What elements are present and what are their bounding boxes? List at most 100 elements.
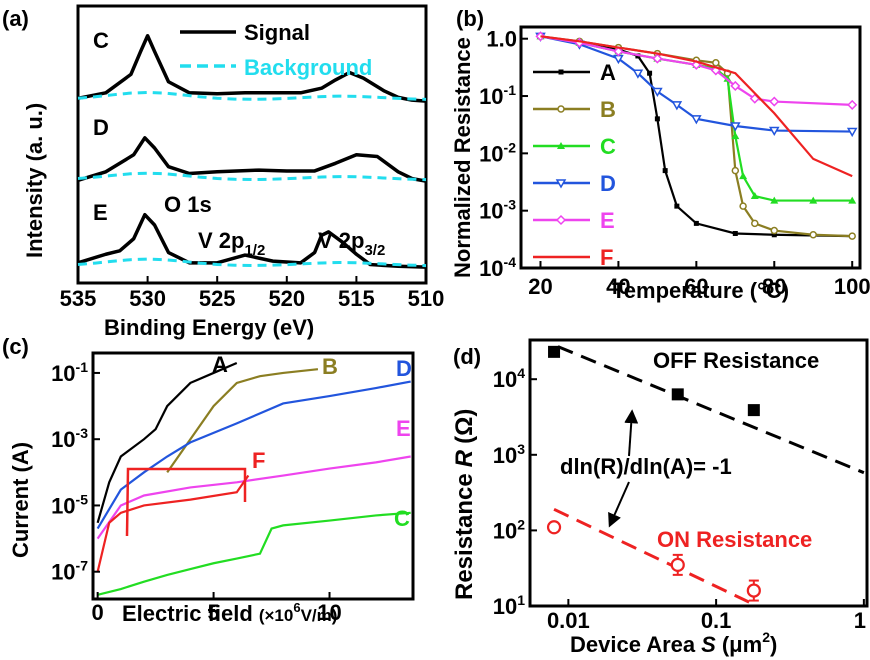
data-point [674, 203, 680, 209]
arrow-to-on-fit [608, 481, 630, 528]
data-point [555, 214, 567, 226]
data-point [739, 172, 748, 180]
curve-label-e: E [396, 416, 411, 441]
ytick-label: 102 [493, 516, 525, 543]
data-point [557, 105, 565, 113]
legend-label-b: B [600, 97, 616, 122]
series-c-curve [97, 511, 411, 596]
curve-label-c: C [93, 28, 109, 53]
panel-label-c: (c) [2, 334, 29, 359]
data-point [847, 99, 858, 110]
ytick-label: 1.0 [486, 27, 517, 52]
ytick-label: 103 [493, 441, 525, 468]
curve-label-d: D [93, 115, 109, 140]
series-e-markers [535, 31, 858, 110]
panel-c-xlabel: Electric field (×106V/m) [122, 600, 337, 626]
fit-line-off [557, 345, 865, 475]
series-c-signal [77, 34, 427, 103]
data-point [750, 192, 759, 200]
data-point [809, 231, 817, 239]
xtick-label: 40 [606, 274, 630, 299]
panel-a-ylabel: Intensity (a. u.) [22, 103, 47, 258]
xtick-label: 100 [834, 274, 870, 299]
xtick-label: 515 [338, 286, 375, 311]
series-a-line [540, 35, 853, 238]
fit-line-on [553, 507, 755, 606]
ytick-label: 10-4 [479, 254, 516, 281]
series-a-curve [96, 361, 238, 524]
series-f-loop [125, 467, 247, 537]
data-point-on [670, 557, 685, 572]
data-point [848, 232, 856, 240]
panel-d-xlabel: Device Area S (μm2) [570, 629, 777, 657]
curve-label-f: F [252, 448, 265, 473]
panel-a-frame [76, 4, 428, 285]
data-point [652, 87, 663, 97]
data-point [730, 80, 741, 91]
curve-label-c: C [394, 506, 410, 531]
data-point [846, 127, 858, 138]
xtick-label: 1 [854, 608, 866, 633]
panel-b-ylabel: Normalized Resistance [450, 37, 475, 278]
series-c-background [77, 90, 427, 101]
data-point [751, 219, 759, 228]
panel-a-spectra: (a) 535 530 525 520 515 510 Signal Background… [2, 4, 445, 340]
annotation-v2p32: V 2p3/2 [318, 228, 385, 259]
ytick-label: 10-3 [479, 197, 516, 224]
slope-annotation: dln(R)/dln(A)= -1 [560, 454, 732, 479]
data-point [768, 126, 780, 137]
xtick-label: 0 [92, 600, 104, 625]
series-e-background [77, 257, 427, 268]
data-point [739, 202, 747, 210]
ytick-label: 10-3 [51, 425, 88, 452]
panel-c-ylabel: Current (A) [8, 442, 33, 558]
panel-c-current: (c) 0 5 10 10-1 10-3 10-5 10-7 A B D E F C Electric… [2, 334, 415, 626]
data-point [557, 142, 565, 149]
series-label-on: ON Resistance [657, 527, 812, 552]
panel-label-a: (a) [2, 6, 29, 31]
data-point-off [548, 345, 561, 358]
data-point [730, 122, 741, 132]
ytick-label: 104 [493, 365, 525, 392]
data-point [731, 132, 740, 140]
panel-label-b: (b) [456, 6, 484, 31]
panel-label-d: (d) [453, 344, 481, 369]
panel-d-ylabel: ResistanceR(Ω) [451, 409, 478, 600]
data-point [732, 230, 738, 236]
xtick-label: 510 [408, 286, 445, 311]
data-point [691, 115, 702, 125]
series-d-line [540, 35, 853, 133]
panel-a-xlabel: Binding Energy (eV) [104, 315, 314, 340]
data-point [769, 96, 780, 107]
data-point [691, 59, 702, 70]
panel-c-frame [91, 351, 415, 601]
data-point [654, 116, 660, 122]
xtick-label: 530 [129, 286, 166, 311]
legend-label-background: Background [244, 55, 372, 80]
data-point [647, 70, 653, 76]
xtick-label: 520 [268, 286, 305, 311]
legend-label-f: F [600, 245, 613, 270]
annotation-o1s: O 1s [164, 192, 212, 217]
data-point [662, 168, 668, 174]
series-b-curve [166, 368, 319, 473]
data-point [770, 226, 779, 235]
panel-b-xlabel: Temperature (°C) [612, 278, 789, 303]
legend-label-a: A [600, 60, 616, 85]
series-d-signal [77, 136, 427, 183]
curve-label-b: B [322, 354, 338, 379]
data-point [632, 69, 644, 79]
series-f-curve [96, 474, 250, 572]
panel-d-frame [528, 338, 869, 608]
xtick-label: 0.1 [701, 608, 732, 633]
series-d-background [77, 171, 427, 182]
series-f-line [540, 35, 853, 178]
ytick-label: 10-7 [51, 558, 88, 585]
series-d-curve [96, 380, 411, 530]
ytick-label: 10-1 [479, 82, 516, 109]
data-point [848, 196, 857, 204]
xtick-label: 60 [684, 274, 708, 299]
data-point-off [747, 404, 760, 417]
